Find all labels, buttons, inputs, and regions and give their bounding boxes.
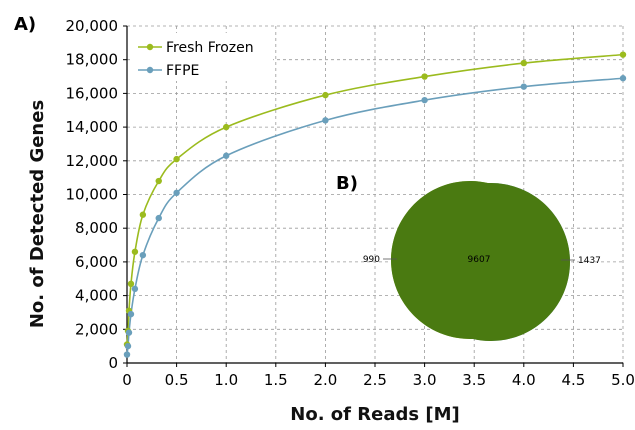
y-tick-label: 0 (108, 354, 118, 372)
venn-diagram: B) 990 9607 1437 (336, 173, 601, 341)
venn-overlap-region (390, 181, 571, 341)
x-tick-label: 3.5 (462, 371, 486, 389)
x-tick-label: 2.0 (313, 371, 337, 389)
legend-label-fresh-frozen: Fresh Frozen (166, 40, 254, 56)
data-point-ffpe (123, 351, 131, 358)
data-point-ffpe (125, 329, 133, 336)
data-point-fresh-frozen (155, 177, 162, 185)
panel-label-b: B) (336, 173, 358, 194)
y-tick-label: 18,000 (66, 51, 119, 69)
data-point-fresh-frozen (139, 211, 147, 218)
venn-label-fresh-frozen-only: 990 (363, 255, 380, 265)
data-point-ffpe (155, 214, 162, 222)
legend-marker-ffpe (146, 66, 154, 74)
y-tick-label: 14,000 (66, 118, 119, 136)
y-tick-label: 4,000 (75, 287, 118, 305)
data-point-ffpe (173, 189, 180, 197)
data-point-ffpe (322, 117, 329, 124)
y-axis-title: No. of Detected Genes (27, 100, 48, 328)
data-point-fresh-frozen (421, 73, 428, 80)
x-tick-label: 3.0 (413, 371, 437, 389)
x-tick-label: 2.5 (363, 371, 387, 389)
series-points (123, 51, 627, 358)
data-point-ffpe (139, 251, 147, 259)
x-tick-label: 0 (122, 371, 132, 389)
data-point-fresh-frozen (520, 59, 527, 67)
legend: Fresh Frozen FFPE (131, 33, 273, 81)
venn-label-ffpe-only: 1437 (578, 256, 601, 266)
data-point-ffpe (131, 285, 139, 293)
data-point-ffpe (520, 83, 527, 90)
x-tick-label: 1.0 (214, 371, 238, 389)
x-tick-label: 4.5 (561, 371, 585, 389)
y-tick-label: 20,000 (66, 17, 119, 35)
y-tick-label: 6,000 (75, 253, 118, 271)
data-point-ffpe (223, 152, 230, 159)
y-tick-label: 8,000 (75, 219, 118, 237)
x-tick-label: 1.5 (264, 371, 288, 389)
panel-label-a: A) (14, 14, 36, 35)
y-tick-label: 2,000 (75, 320, 118, 338)
x-tick-label: 0.5 (165, 371, 189, 389)
data-point-fresh-frozen (322, 91, 329, 99)
legend-marker-fresh-frozen (146, 43, 154, 51)
legend-item-fresh-frozen: Fresh Frozen (138, 40, 254, 56)
data-point-ffpe (127, 310, 135, 318)
data-point-fresh-frozen (223, 123, 230, 131)
legend-background (131, 33, 273, 81)
data-point-ffpe (619, 75, 627, 82)
data-point-fresh-frozen (127, 280, 135, 288)
y-tick-label: 10,000 (66, 186, 119, 204)
data-point-fresh-frozen (131, 248, 139, 255)
x-tick-labels: 0 0.5 1.0 1.5 2.0 2.5 3.0 3.5 4.0 4.5 5.0 (122, 371, 635, 389)
data-point-fresh-frozen (173, 155, 180, 163)
data-point-ffpe (124, 342, 132, 350)
x-tick-label: 4.0 (512, 371, 536, 389)
legend-label-ffpe: FFPE (166, 63, 199, 79)
y-tick-label: 12,000 (66, 152, 119, 170)
data-point-ffpe (421, 96, 428, 104)
x-axis-title: No. of Reads [M] (290, 404, 459, 425)
data-point-fresh-frozen (619, 51, 627, 58)
x-tick-label: 5.0 (611, 371, 635, 389)
y-tick-label: 16,000 (66, 84, 119, 102)
venn-label-overlap: 9607 (468, 255, 491, 265)
legend-item-ffpe: FFPE (138, 63, 199, 79)
y-tick-labels: 0 2,000 4,000 6,000 8,000 10,000 12,000 14,000 1… (66, 17, 119, 372)
